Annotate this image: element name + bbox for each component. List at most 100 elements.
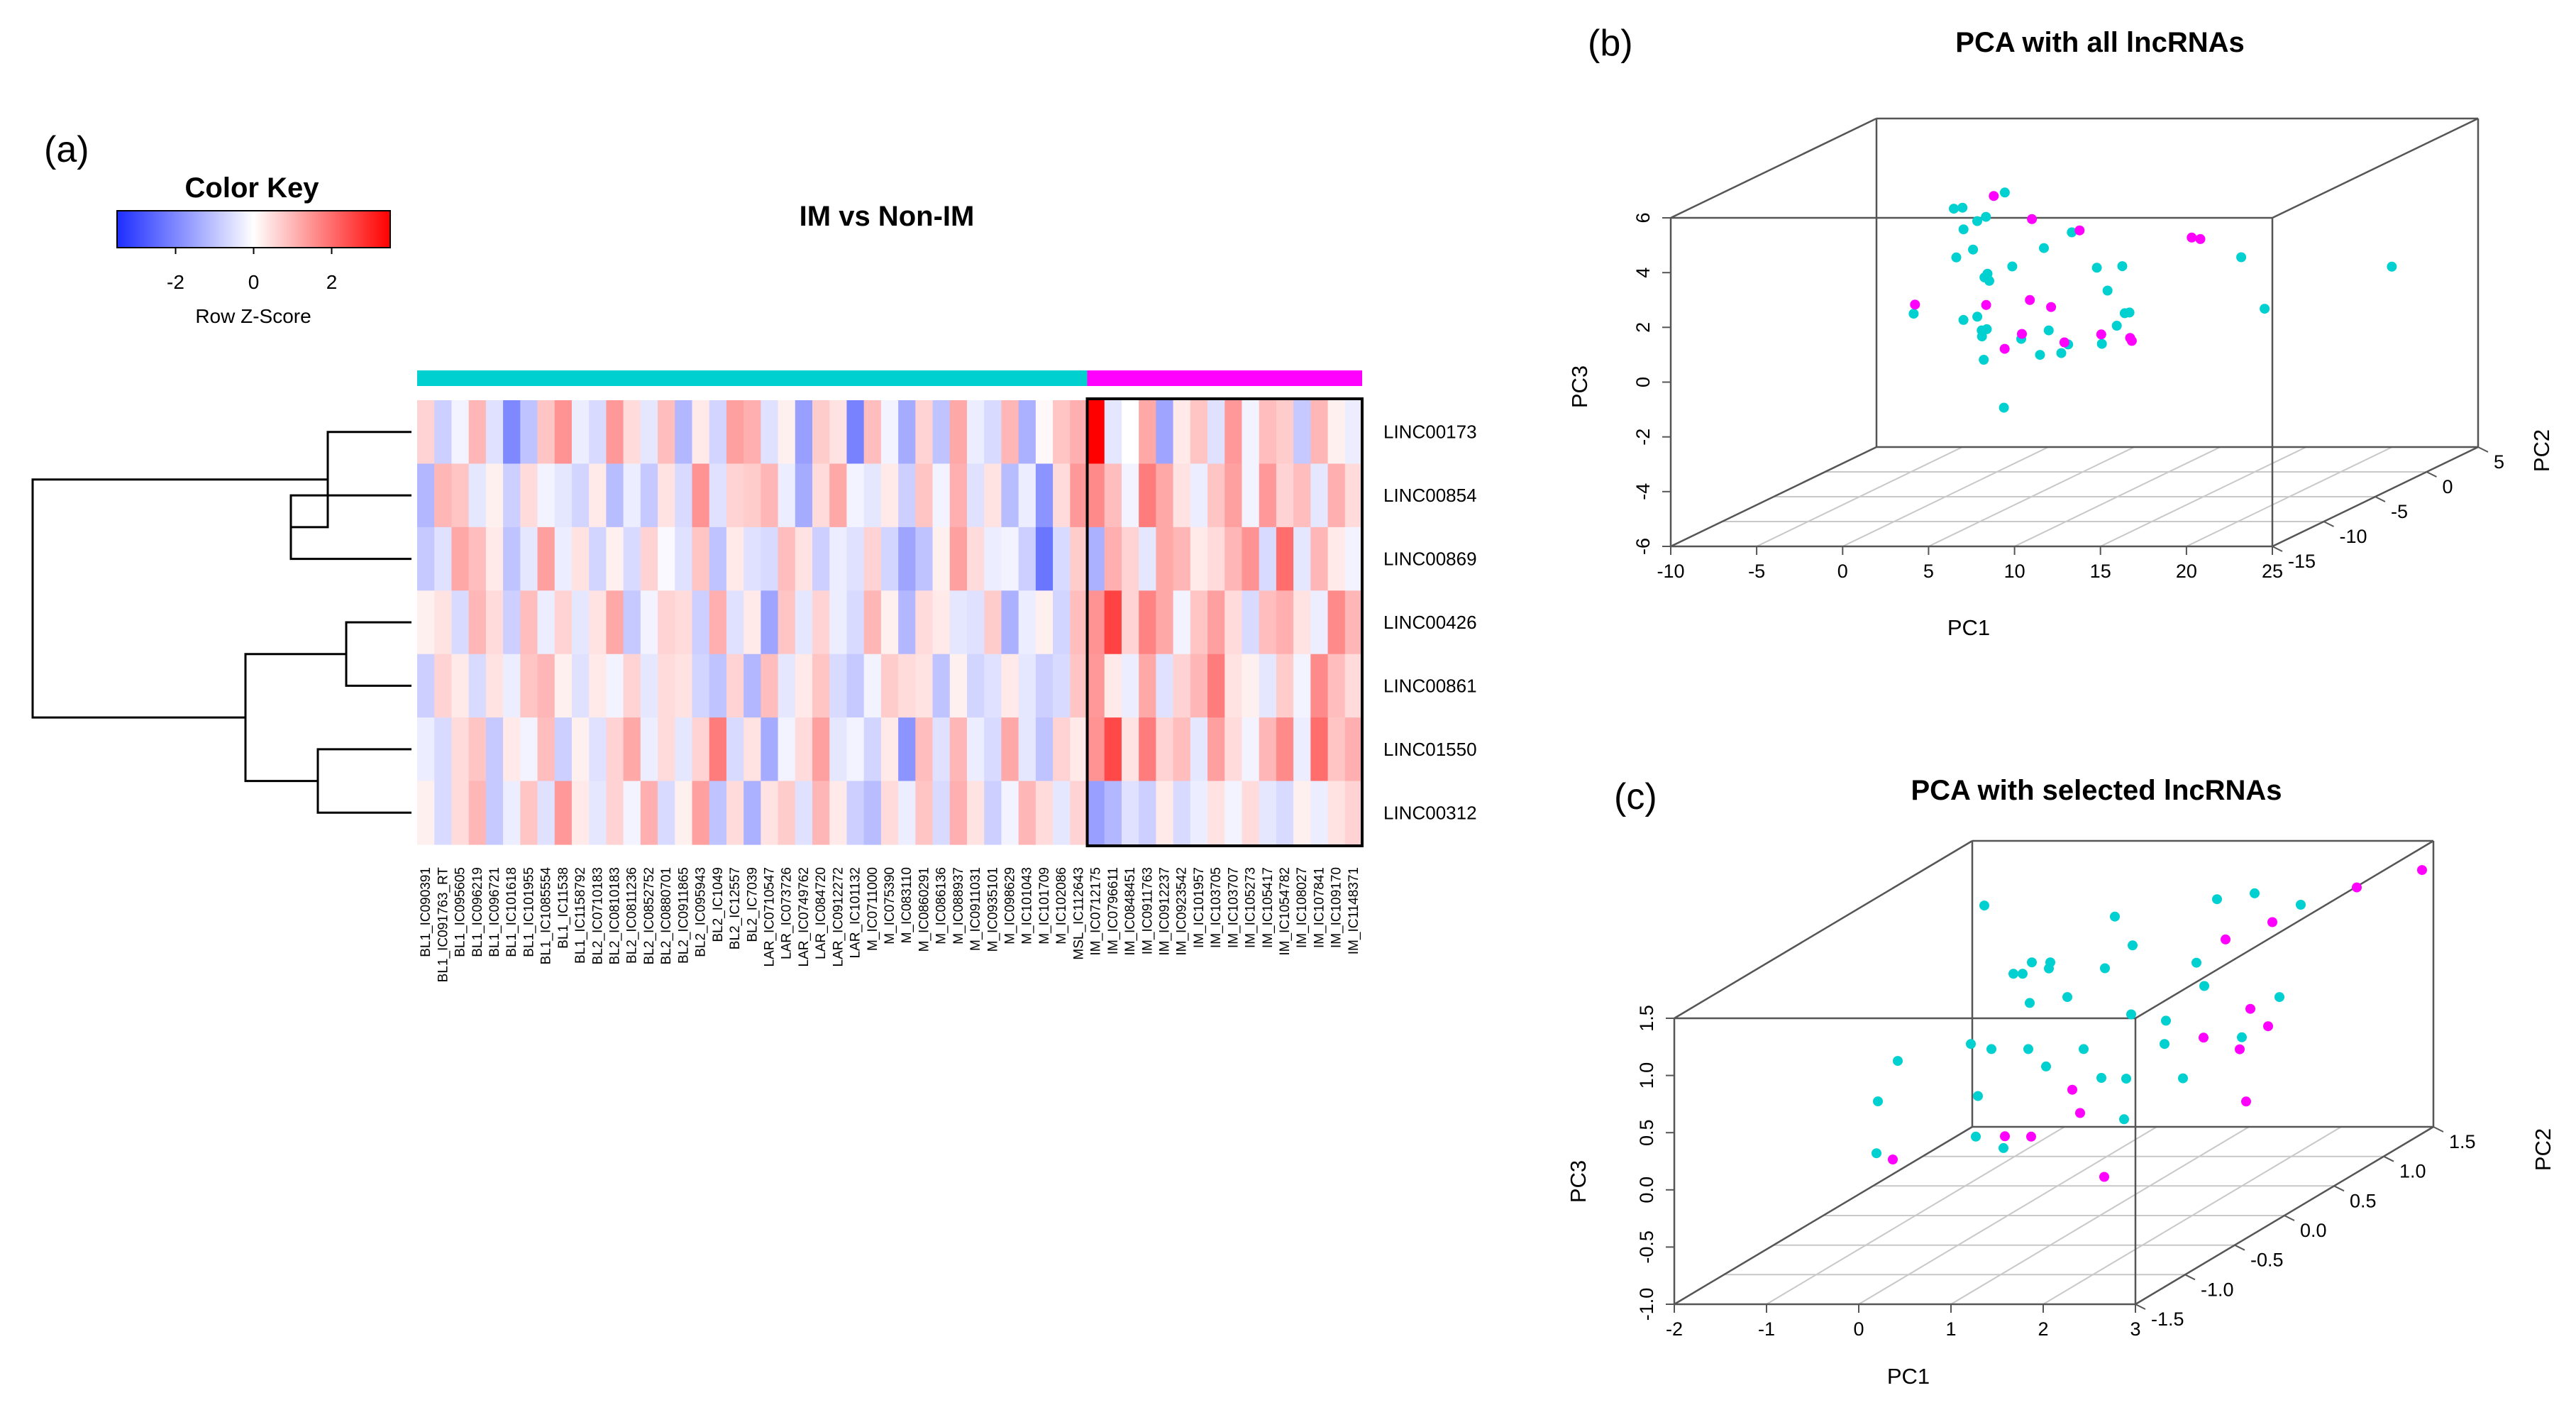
box-edge [2135, 839, 2434, 1020]
heatmap-cell [966, 654, 985, 718]
heatmap-cell [468, 463, 487, 528]
box-edge [2272, 117, 2479, 219]
y-tick-label: 0 [2443, 476, 2453, 497]
heatmap-cell [1035, 463, 1054, 528]
heatmap-cell [520, 527, 538, 591]
heatmap-cell [606, 717, 624, 782]
heatmap-cell [1001, 781, 1019, 845]
dendrogram-branch [31, 478, 328, 719]
heatmap-cell [1225, 781, 1243, 845]
heatmap-cell [1104, 654, 1122, 718]
heatmap-cell [675, 527, 693, 591]
heatmap-cell [915, 527, 934, 591]
heatmap-cell [1242, 400, 1260, 465]
heatmap-cell [1276, 527, 1294, 591]
heatmap-cell [829, 400, 848, 465]
sample-label: BL1_IC095605 [453, 867, 468, 957]
sample-label: BL1_IC101955 [521, 867, 536, 957]
y-tick-label: 1.0 [2399, 1161, 2426, 1182]
im-point [2067, 1084, 2077, 1095]
heatmap-cell [1344, 527, 1363, 591]
heatmap-cell [1190, 527, 1208, 591]
heatmap-cell [1053, 781, 1071, 845]
heatmap-cell [1001, 590, 1019, 655]
heatmap-cell [658, 590, 675, 655]
heatmap-cell [966, 527, 985, 591]
y-tick [2375, 496, 2386, 502]
non-im-point [1977, 331, 1987, 342]
heatmap-cell [898, 527, 916, 591]
heatmap-cell [932, 400, 951, 465]
heatmap-cell [949, 400, 968, 465]
heatmap-cell [846, 654, 865, 718]
heatmap-cell [468, 717, 487, 782]
non-im-point [1973, 1091, 1983, 1101]
heatmap-cell [949, 781, 968, 845]
z-tick-label: 0 [1632, 377, 1654, 387]
heatmap-cell [1156, 590, 1174, 655]
heatmap-cell [589, 717, 607, 782]
heatmap-cell [1035, 717, 1054, 782]
heatmap-cell [571, 527, 590, 591]
heatmap-cell [1344, 400, 1363, 465]
pca-selected-title: PCA with selected lncRNAs [1911, 775, 2282, 806]
heatmap-cell [468, 527, 487, 591]
heatmap-cell [1190, 590, 1208, 655]
heatmap-cell [1139, 400, 1156, 465]
heatmap-cell [1310, 717, 1329, 782]
x-tick-label: -1 [1758, 1318, 1775, 1340]
heatmap-cell [1070, 590, 1088, 655]
dendrogram-branch [316, 748, 411, 814]
heatmap-cell [468, 781, 487, 845]
heatmap-cell [1070, 400, 1088, 465]
heatmap-cell [1104, 717, 1122, 782]
sample-label: BL1_IC1158792 [573, 867, 588, 964]
heatmap-cell [589, 590, 607, 655]
heatmap-cell [1053, 717, 1071, 782]
heatmap-cell [1327, 527, 1346, 591]
heatmap-cell [434, 654, 453, 718]
heatmap-cell [451, 463, 470, 528]
non-im-point [2250, 888, 2260, 898]
heatmap-cell [898, 654, 916, 718]
non-im-point [2126, 1009, 2136, 1020]
heatmap-cell [984, 590, 1002, 655]
heatmap-cell [795, 527, 813, 591]
heatmap-cell [417, 654, 435, 718]
x-tick-label: 0 [1837, 561, 1848, 582]
pca-selected-box: -2 -1 0 1 2 3 -1.0 -0.5 0.0 0.5 1.0 1.5 -1.5 -1.0 -0.5… [1636, 839, 2476, 1340]
heatmap-cell [1207, 717, 1225, 782]
heatmap-cell [1293, 781, 1311, 845]
heatmap-cell [1001, 527, 1019, 591]
non-im-point [1999, 1142, 2008, 1153]
heatmap-cell [537, 527, 555, 591]
heatmap-cell [1190, 400, 1208, 465]
heatmap-cell [880, 463, 899, 528]
sample-label: LAR_IC0710547 [763, 867, 778, 967]
sample-label: IM_IC0923542 [1175, 867, 1190, 956]
heatmap-cell [761, 527, 779, 591]
im-point [1888, 1155, 1898, 1164]
non-im-point [2124, 307, 2135, 318]
heatmap-cell [675, 781, 693, 845]
heatmap-cell [829, 654, 848, 718]
heatmap-cell [846, 463, 865, 528]
non-im-point [1908, 309, 1919, 319]
heatmap-cell [812, 717, 830, 782]
heatmap-cell [1225, 590, 1243, 655]
non-im-point [2025, 998, 2035, 1008]
heatmap-cell [1225, 400, 1243, 465]
heatmap-cell [1207, 400, 1225, 465]
heatmap-cell [485, 400, 504, 465]
z-tick-label: 1.0 [1636, 1062, 1657, 1089]
heatmap-cell [675, 463, 693, 528]
z-tick-label: -2 [1632, 429, 1654, 446]
non-im-point [2096, 1073, 2106, 1083]
non-im-point [2387, 261, 2397, 272]
im-point [2059, 337, 2069, 348]
heatmap-cell [692, 527, 710, 591]
heatmap-cell [623, 590, 641, 655]
non-im-point [2102, 285, 2113, 296]
heatmap-cell [1139, 717, 1156, 782]
heatmap-cell [1139, 654, 1156, 718]
